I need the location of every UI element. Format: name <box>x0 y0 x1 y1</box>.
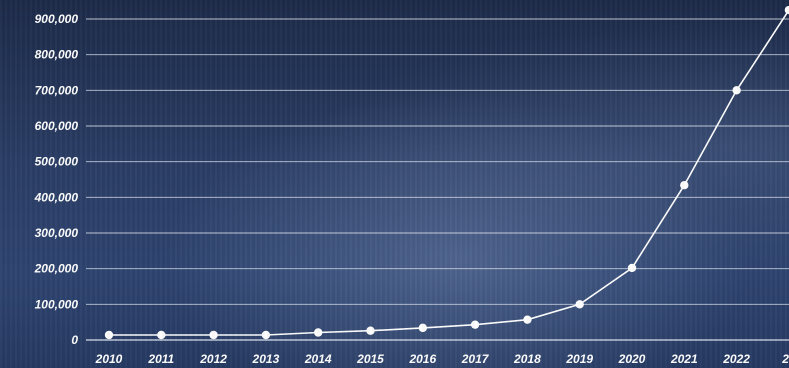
gridlines <box>86 18 789 341</box>
y-tick-label: 100,000 <box>35 297 79 311</box>
x-tick-label: 2017 <box>461 352 490 366</box>
y-tick-label: 200,000 <box>34 262 79 276</box>
x-tick-label: 2021 <box>670 352 698 366</box>
x-tick-label: 2012 <box>199 352 227 366</box>
x-tick-label: 2013 <box>252 352 280 366</box>
data-point <box>627 263 637 273</box>
y-tick-label: 400,000 <box>34 190 79 204</box>
data-point <box>314 328 323 337</box>
x-tick-label: 2019 <box>565 352 593 366</box>
x-tick-label: 2010 <box>95 352 123 366</box>
y-axis-ticks: 0 100,000 200,000 300,000 400,000 500,000 600,… <box>34 12 79 347</box>
data-point <box>157 330 166 340</box>
y-tick-label: 0 <box>71 333 78 347</box>
y-tick-label: 800,000 <box>35 48 79 62</box>
x-axis-ticks: 2010 2011 2012 2013 2014 2015 2016 2017 2018 2019… <box>95 352 789 366</box>
data-point <box>209 330 218 340</box>
x-tick-label: 20 <box>781 352 789 366</box>
data-point <box>470 320 480 329</box>
y-tick-label: 900,000 <box>35 12 79 26</box>
y-tick-label: 300,000 <box>35 226 79 240</box>
data-points <box>104 5 789 340</box>
series-line <box>109 9 789 336</box>
data-point <box>575 300 584 309</box>
y-tick-label: 500,000 <box>35 155 79 169</box>
data-point <box>784 5 789 15</box>
x-tick-label: 2014 <box>304 352 332 366</box>
data-point <box>523 315 532 324</box>
data-point <box>261 330 271 340</box>
x-tick-label: 2022 <box>722 352 750 366</box>
y-tick-label: 700,000 <box>35 83 79 97</box>
x-tick-label: 2018 <box>513 352 541 366</box>
data-point <box>366 326 375 335</box>
data-point <box>104 330 114 340</box>
y-tick-label: 600,000 <box>35 119 79 133</box>
x-tick-label: 2020 <box>618 352 646 366</box>
data-point <box>732 86 741 95</box>
x-tick-label: 2015 <box>356 352 384 366</box>
data-point <box>418 323 427 333</box>
data-point <box>680 181 689 190</box>
x-tick-label: 2011 <box>147 352 174 366</box>
x-tick-label: 2016 <box>408 352 436 366</box>
